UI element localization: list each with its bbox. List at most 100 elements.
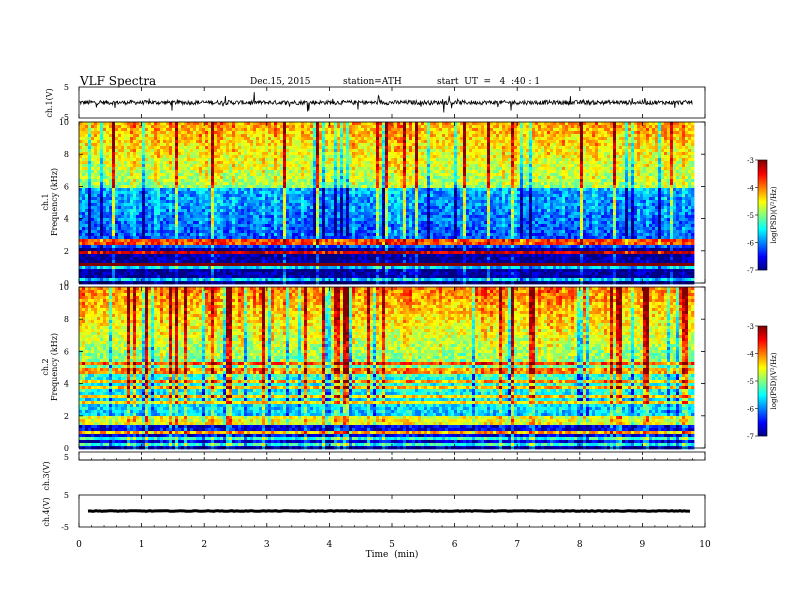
- spectrogram-cell: [133, 224, 137, 228]
- spectrogram-cell: [88, 200, 92, 204]
- spectrogram-cell: [286, 185, 290, 189]
- spectrogram-cell: [295, 245, 299, 249]
- spectrogram-cell: [151, 242, 155, 246]
- spectrogram-cell: [244, 224, 248, 228]
- spectrogram-cell: [139, 269, 143, 273]
- spectrogram-cell: [292, 209, 296, 213]
- spectrogram-cell: [172, 266, 176, 270]
- spectrogram-cell: [220, 188, 224, 192]
- spectrogram-cell: [85, 215, 89, 219]
- spectrogram-cell: [241, 149, 245, 153]
- spectrogram-cell: [148, 224, 152, 228]
- spectrogram-cell: [331, 194, 335, 198]
- spectrogram-cell: [346, 257, 350, 261]
- spectrogram-cell: [211, 233, 215, 237]
- header-date: Dec.15, 2015: [250, 77, 311, 87]
- spectrogram-cell: [298, 272, 302, 276]
- spectrogram-cell: [112, 128, 116, 132]
- spectrogram-cell: [289, 263, 293, 267]
- spectrogram-cell: [205, 224, 209, 228]
- spectrogram-cell: [172, 257, 176, 261]
- spectrogram-cell: [133, 122, 137, 126]
- spectrogram-cell: [349, 224, 353, 228]
- spectrogram-cell: [322, 260, 326, 264]
- spectrogram-cell: [349, 239, 353, 243]
- spectrogram-cell: [148, 173, 152, 177]
- spectrogram-cell: [304, 245, 308, 249]
- spectrogram-cell: [253, 272, 257, 276]
- spectrogram-cell: [190, 230, 194, 234]
- spectrogram-cell: [202, 182, 206, 186]
- spectrogram-cell: [169, 179, 173, 183]
- spectrogram-cell: [319, 191, 323, 195]
- spectrogram-cell: [277, 155, 281, 159]
- spectrogram-cell: [316, 167, 320, 171]
- spectrogram-cell: [163, 242, 167, 246]
- spectrogram-cell: [325, 239, 329, 243]
- spectrogram-cell: [118, 167, 122, 171]
- spectrogram-cell: [139, 200, 143, 204]
- spectrogram-cell: [187, 236, 191, 240]
- spectrogram-cell: [313, 149, 317, 153]
- spectrogram-cell: [130, 125, 134, 129]
- spectrogram-cell: [178, 221, 182, 225]
- spectrogram-cell: [343, 137, 347, 141]
- spectrogram-cell: [208, 155, 212, 159]
- spectrogram-cell: [172, 251, 176, 255]
- spectrogram-cell: [226, 200, 230, 204]
- spectrogram-cell: [226, 167, 230, 171]
- spectrogram-cell: [175, 227, 179, 231]
- spectrogram-cell: [232, 206, 236, 210]
- spectrogram-cell: [307, 233, 311, 237]
- spectrogram-cell: [277, 140, 281, 144]
- spectrogram-cell: [133, 257, 137, 261]
- spectrogram-cell: [124, 254, 128, 258]
- spectrogram-cell: [253, 140, 257, 144]
- spectrogram-cell: [127, 233, 131, 237]
- spectrogram-cell: [202, 185, 206, 189]
- spectrogram-cell: [316, 239, 320, 243]
- spectrogram-cell: [112, 242, 116, 246]
- spectrogram-cell: [142, 137, 146, 141]
- spectrogram-cell: [274, 224, 278, 228]
- spectrogram-cell: [334, 179, 338, 183]
- spectrogram-cell: [88, 158, 92, 162]
- spectrogram-cell: [340, 230, 344, 234]
- spectrogram-cell: [214, 215, 218, 219]
- spectrogram-cell: [121, 221, 125, 225]
- spectrogram-cell: [115, 263, 119, 267]
- spectrogram-cell: [328, 260, 332, 264]
- spectrogram-cell: [253, 146, 257, 150]
- spectrogram-cell: [226, 146, 230, 150]
- spectrogram-cell: [205, 134, 209, 138]
- spectrogram-cell: [301, 254, 305, 258]
- spectrogram-cell: [112, 155, 116, 159]
- spectrogram-cell: [340, 167, 344, 171]
- spectrogram-cell: [325, 260, 329, 264]
- spectrogram-cell: [223, 158, 227, 162]
- spectrogram-cell: [94, 236, 98, 240]
- spectrogram-cell: [190, 242, 194, 246]
- spectrogram-cell: [214, 239, 218, 243]
- spectrogram-cell: [319, 206, 323, 210]
- spectrogram-cell: [106, 200, 110, 204]
- spectrogram-cell: [238, 155, 242, 159]
- spectrogram-cell: [178, 230, 182, 234]
- spectrogram-cell: [253, 194, 257, 198]
- spectrogram-cell: [166, 128, 170, 132]
- spectrogram-cell: [166, 257, 170, 261]
- spectrogram-cell: [304, 203, 308, 207]
- spectrogram-cell: [85, 275, 89, 279]
- spectrogram-cell: [118, 203, 122, 207]
- spectrogram-cell: [145, 164, 149, 168]
- spectrogram-cell: [178, 218, 182, 222]
- spectrogram-cell: [160, 269, 164, 273]
- spectrogram-cell: [154, 131, 158, 135]
- spectrogram-cell: [286, 182, 290, 186]
- spectrogram-cell: [256, 221, 260, 225]
- spectrogram-cell: [238, 245, 242, 249]
- spectrogram-cell: [118, 197, 122, 201]
- spectrogram-cell: [235, 251, 239, 255]
- spectrogram-cell: [118, 131, 122, 135]
- spectrogram-cell: [211, 275, 215, 279]
